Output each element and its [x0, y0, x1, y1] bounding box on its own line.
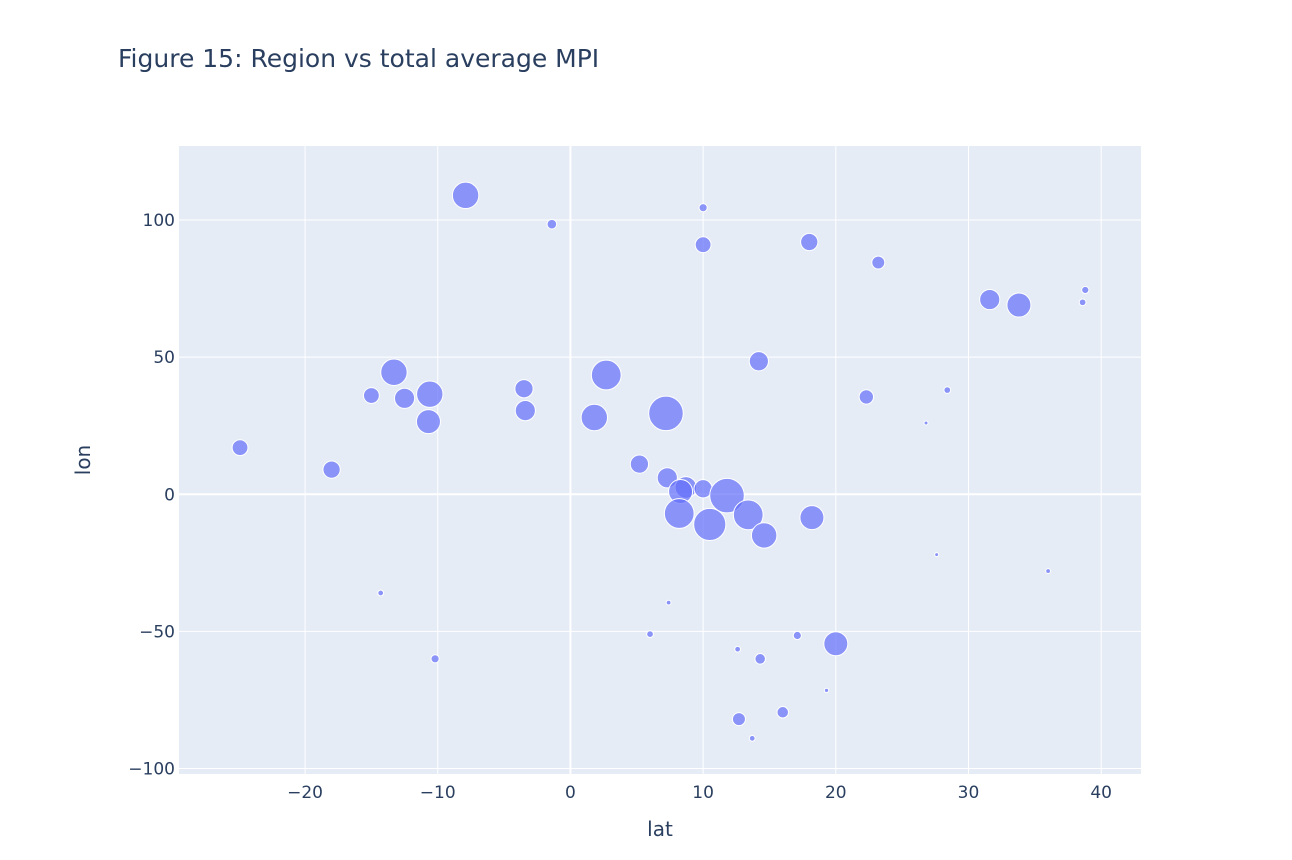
y-axis-ticks: −100 −50 0 50 100 [128, 211, 175, 779]
data-point [590, 359, 622, 391]
data-point [934, 552, 940, 558]
data-point [799, 505, 825, 531]
data-point [1081, 285, 1090, 295]
data-point [380, 358, 408, 386]
data-point [580, 403, 609, 432]
data-point [648, 395, 684, 432]
data-point [322, 460, 341, 479]
data-point [734, 645, 742, 653]
x-tick-label: 30 [958, 783, 980, 803]
data-point [792, 630, 802, 641]
data-point [393, 387, 416, 409]
x-tick-label: 10 [692, 783, 714, 803]
data-point [415, 409, 441, 435]
data-point [416, 380, 444, 408]
data-point [430, 654, 440, 664]
data-point [732, 499, 764, 531]
data-point [754, 653, 766, 665]
data-point [871, 255, 886, 270]
x-tick-label: 20 [825, 783, 847, 803]
y-tick-label: −50 [139, 622, 175, 642]
data-point [663, 498, 695, 529]
y-tick-label: −100 [128, 760, 175, 780]
data-point [748, 351, 769, 372]
data-point [1045, 568, 1052, 574]
y-tick-label: 50 [153, 348, 175, 368]
data-point [665, 599, 672, 606]
data-point [629, 454, 650, 474]
x-axis-title: lat [647, 817, 673, 841]
data-point [750, 522, 778, 549]
x-axis-ticks: −20 −10 0 10 20 30 40 [287, 783, 1112, 803]
chart-title: Figure 15: Region vs total average MPI [118, 44, 600, 73]
data-points [231, 181, 1090, 742]
x-tick-label: 40 [1090, 783, 1112, 803]
plot-area [179, 146, 1141, 774]
data-point [694, 236, 712, 254]
data-point [800, 232, 819, 252]
y-axis-title: lon [71, 445, 95, 475]
data-point [823, 687, 830, 694]
data-point [923, 420, 929, 426]
data-point [693, 507, 727, 542]
data-point [646, 630, 654, 638]
y-tick-label: 100 [143, 211, 175, 231]
data-point [709, 477, 745, 514]
data-point [362, 387, 380, 404]
data-point [1078, 298, 1087, 307]
data-point [698, 203, 708, 213]
data-point [731, 712, 746, 727]
data-point [776, 706, 789, 719]
data-point [979, 288, 1001, 311]
data-point [943, 386, 952, 394]
data-point [451, 181, 480, 210]
data-point [514, 379, 534, 399]
data-point [748, 734, 756, 742]
data-point [823, 631, 849, 657]
x-tick-label: −20 [287, 783, 323, 803]
data-point [514, 400, 536, 422]
x-tick-label: −10 [420, 783, 456, 803]
data-point [858, 389, 875, 405]
data-point [231, 439, 249, 457]
data-point [377, 589, 385, 597]
data-point [546, 218, 558, 230]
y-tick-label: 0 [164, 485, 175, 505]
zero-lines [179, 146, 1141, 774]
data-point [1006, 292, 1032, 318]
x-tick-label: 0 [565, 783, 576, 803]
